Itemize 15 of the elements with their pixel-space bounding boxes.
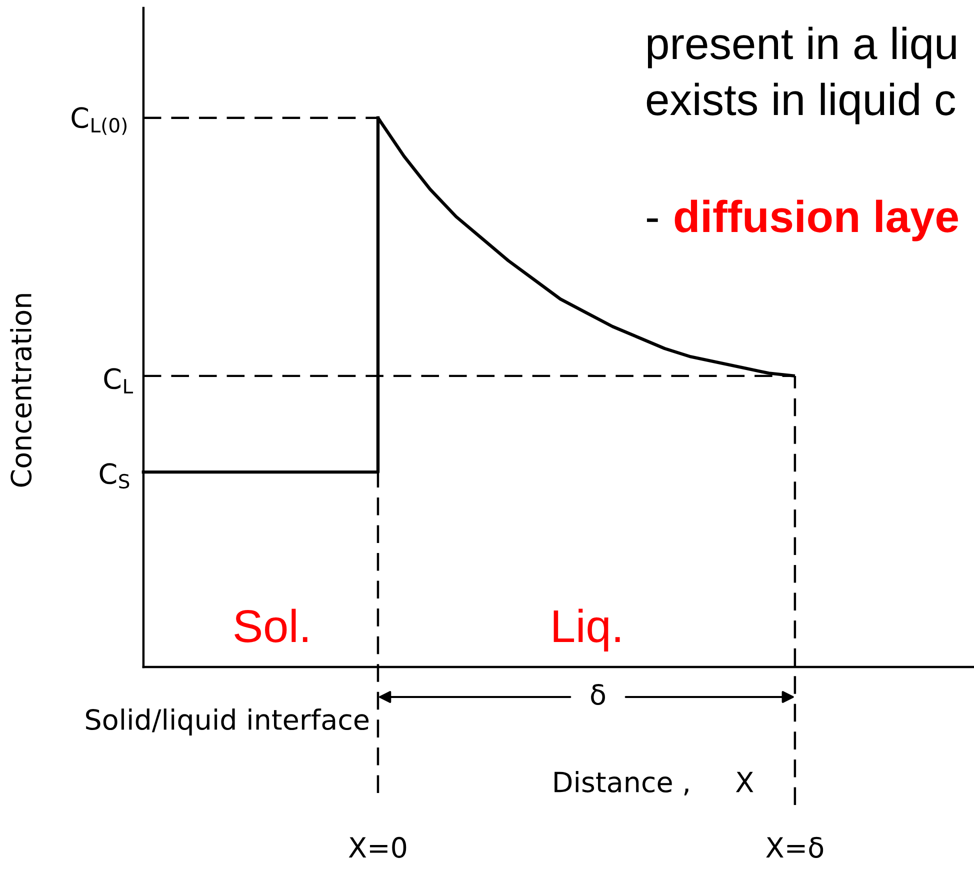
- text: C$_{S}$: [100, 463, 130, 489]
- x-tick-label: X=δ: [766, 836, 824, 858]
- text: present in a liqu: [648, 26, 956, 68]
- annotation: Sol.: [234, 608, 308, 642]
- text: Solid/liquid interface: [86, 708, 369, 736]
- annotation: diffusion laye: [674, 200, 958, 242]
- text: δ: [591, 684, 605, 706]
- x-tick-label: X=0: [348, 836, 406, 858]
- annotation: Liq.: [554, 608, 620, 652]
- annotation: exists in liquid c: [646, 82, 956, 124]
- x-axis-title: Distance , X: [554, 771, 754, 796]
- text: C$_{L}$: [104, 368, 133, 394]
- text: C$_{L(0)}$: [72, 107, 126, 135]
- y-axis-title: Concentration: [10, 294, 32, 487]
- annotation: -: [646, 218, 658, 222]
